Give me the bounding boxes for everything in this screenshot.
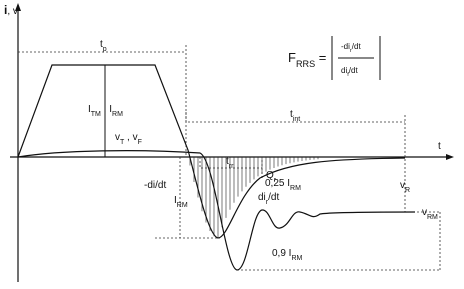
- recovery-charge-hatch: [189, 157, 319, 238]
- vr-label: vR: [400, 180, 410, 194]
- vt-label: vT , vF: [115, 132, 142, 146]
- label-text: , v: [124, 132, 137, 143]
- subscript: R: [405, 187, 410, 194]
- label-text: I: [174, 195, 177, 206]
- label-text: t: [226, 156, 229, 167]
- label-text: 0,25 I: [265, 178, 290, 189]
- subscript: T: [120, 139, 125, 146]
- label-text: t: [100, 39, 103, 50]
- subscript: p: [103, 46, 107, 53]
- subscript: RM: [112, 111, 123, 118]
- label-text: , I: [101, 104, 112, 115]
- label-text: F: [288, 50, 296, 65]
- tp-label: tp: [100, 39, 107, 53]
- frac-top-label: -dir/dt: [341, 42, 361, 54]
- subscript: int: [293, 116, 300, 123]
- label-text: /dt: [349, 66, 359, 75]
- label-text: t: [438, 141, 441, 152]
- label-text: /dt: [352, 42, 362, 51]
- dirdt-label: dir/dt: [258, 192, 279, 206]
- label-text: -di/dt: [144, 180, 166, 191]
- current-waveform: [17, 64, 406, 239]
- subscript: f: [347, 72, 349, 78]
- frrs-formula-lines: [331, 36, 381, 80]
- qr-label: Qr: [266, 170, 277, 184]
- axes: [10, 3, 454, 282]
- subscript: RM: [427, 214, 438, 221]
- itm-label: ITM , IRM: [88, 104, 123, 118]
- label-text: v: [422, 207, 427, 218]
- trr-label: trr: [226, 156, 234, 170]
- axis-y-label: i, v: [4, 3, 18, 17]
- irm-label: IRM: [174, 195, 188, 209]
- subscript: RRS: [296, 59, 315, 69]
- label-text: -di: [341, 42, 350, 51]
- frrs-label: FRRS =: [288, 50, 326, 69]
- subscript: RM: [291, 255, 302, 262]
- voltage-waveform: [17, 150, 416, 271]
- label-text: v: [115, 132, 120, 143]
- label-text: di: [258, 192, 266, 203]
- subscript: r: [350, 48, 352, 54]
- frac-bottom-label: dif/dt: [341, 66, 358, 78]
- label-text: Q: [266, 170, 274, 181]
- label-text: , v: [7, 6, 18, 17]
- q9-label: 0,9 IRM: [272, 248, 303, 262]
- vrm-label: vRM: [422, 207, 438, 221]
- subscript: F: [138, 139, 142, 146]
- subscript: r: [274, 177, 277, 184]
- label-text: I: [88, 104, 91, 115]
- label-text: v: [400, 180, 405, 191]
- subscript: RM: [290, 185, 301, 192]
- dashed-guides: [18, 45, 441, 271]
- subscript: r: [266, 199, 269, 206]
- label-text: /dt: [268, 192, 279, 203]
- tint-label: tint: [290, 109, 300, 123]
- q25-label: 0,25 IRM: [265, 178, 301, 192]
- subscript: rr: [229, 163, 234, 170]
- didt-label: -di/dt: [144, 180, 166, 191]
- label-text: di: [341, 66, 347, 75]
- subscript: TM: [91, 111, 101, 118]
- subscript: RM: [177, 202, 188, 209]
- label-text: 0,9 I: [272, 248, 291, 259]
- label-text: =: [315, 50, 326, 65]
- label-text: t: [290, 109, 293, 120]
- label-text: i: [4, 3, 7, 17]
- axis-x-label: t: [438, 141, 441, 152]
